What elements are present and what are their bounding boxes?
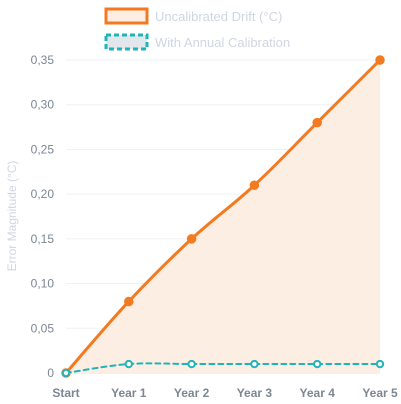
legend-item-uncalibrated-drift[interactable]: Uncalibrated Drift (°C) — [104, 7, 282, 25]
y-tick-label: 0,20 — [31, 187, 55, 201]
series-line-with-annual-calibration — [65, 362, 381, 374]
y-tick-label: 0,35 — [31, 53, 55, 67]
series-layer — [61, 55, 385, 378]
y-axis-title: Error Magnitude (°C) — [5, 161, 19, 272]
y-tick-label: 0 — [47, 366, 54, 380]
x-tick-label: Start — [52, 386, 79, 400]
data-point-uncalibrated-drift[interactable] — [249, 180, 260, 190]
legend-item-with-annual-calibration[interactable]: With Annual Calibration — [104, 33, 290, 51]
legend-label-with-annual-calibration: With Annual Calibration — [155, 35, 290, 50]
series-area-uncalibrated-drift — [66, 60, 380, 373]
data-point-with-annual-calibration[interactable] — [61, 368, 71, 378]
y-tick-label: 0,15 — [31, 232, 55, 246]
data-point-with-annual-calibration[interactable] — [250, 359, 259, 369]
x-tick-label: Year 4 — [300, 386, 336, 400]
y-tick-label: 0,30 — [31, 98, 55, 112]
legend-swatch-uncalibrated-drift — [104, 7, 149, 25]
data-point-uncalibrated-drift[interactable] — [124, 296, 134, 307]
data-point-uncalibrated-drift[interactable] — [186, 234, 197, 244]
x-tick-label: Year 5 — [362, 386, 398, 400]
data-point-uncalibrated-drift[interactable] — [312, 117, 322, 128]
data-point-with-annual-calibration[interactable] — [124, 359, 134, 369]
x-axis-ticks: Start Year 1 Year 2 Year 3 Year 4 Year 5 — [52, 386, 398, 400]
legend-label-uncalibrated-drift: Uncalibrated Drift (°C) — [155, 9, 282, 24]
x-tick-label: Year 2 — [174, 386, 210, 400]
x-tick-label: Year 3 — [237, 386, 273, 400]
data-point-with-annual-calibration[interactable] — [375, 359, 385, 369]
y-tick-label: 0,10 — [31, 277, 55, 291]
y-tick-label: 0,25 — [31, 142, 55, 156]
x-tick-label: Year 1 — [111, 386, 147, 400]
series-line-uncalibrated-drift — [64, 58, 382, 375]
data-point-with-annual-calibration[interactable] — [187, 359, 196, 369]
data-point-uncalibrated-drift[interactable] — [375, 55, 385, 65]
legend-swatch-with-annual-calibration — [104, 33, 149, 51]
y-tick-label: 0,05 — [31, 321, 55, 335]
y-axis-ticks: 0 0,05 0,10 0,15 0,20 0,25 0,30 0,35 — [31, 53, 55, 380]
data-point-with-annual-calibration[interactable] — [313, 359, 322, 369]
legend[interactable]: Uncalibrated Drift (°C) With Annual Cali… — [104, 7, 290, 51]
